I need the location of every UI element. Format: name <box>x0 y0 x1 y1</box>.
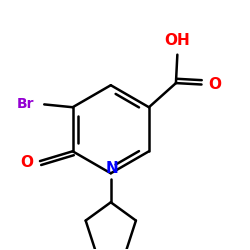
Text: O: O <box>208 77 222 92</box>
Text: N: N <box>106 161 118 176</box>
Text: Br: Br <box>17 98 34 112</box>
Text: O: O <box>20 155 33 170</box>
Text: OH: OH <box>164 32 190 48</box>
